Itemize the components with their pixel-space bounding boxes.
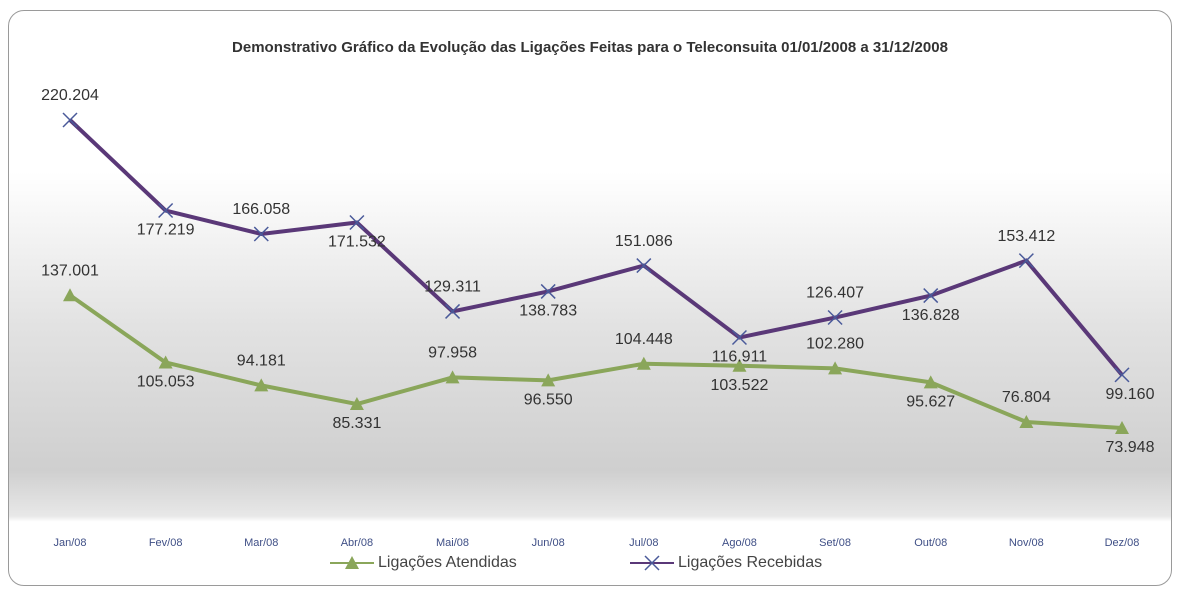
value-label: 171.532 <box>328 234 386 251</box>
point-marker <box>158 355 173 369</box>
point-marker <box>253 226 269 242</box>
point-marker <box>158 202 174 219</box>
value-label: 116.911 <box>712 349 768 366</box>
x-tick-label: Nov/08 <box>1009 537 1044 549</box>
point-marker <box>1018 253 1034 269</box>
legend-label: Ligações Recebidas <box>678 554 822 571</box>
value-label: 94.181 <box>237 353 286 370</box>
point-marker <box>349 397 364 411</box>
value-label: 220.204 <box>41 87 99 104</box>
value-label: 85.331 <box>332 415 381 432</box>
value-label: 126.407 <box>806 285 864 302</box>
value-label: 153.412 <box>997 228 1055 245</box>
value-label: 137.001 <box>41 262 99 279</box>
point-marker <box>63 288 77 302</box>
x-tick-label: Dez/08 <box>1105 537 1140 549</box>
series-line <box>68 118 1124 377</box>
chart-title: Demonstrativo Gráfico da Evolução das Li… <box>232 39 948 56</box>
point-marker <box>1019 414 1034 428</box>
point-marker <box>254 378 269 392</box>
value-label: 138.783 <box>519 303 577 320</box>
point-marker <box>731 329 747 346</box>
point-marker <box>62 112 78 128</box>
x-tick-label: Fev/08 <box>149 537 183 549</box>
point-marker <box>923 288 939 304</box>
value-label: 105.053 <box>137 374 195 391</box>
point-marker <box>1114 367 1130 383</box>
value-label: 102.280 <box>806 336 864 353</box>
x-tick-label: Ago/08 <box>722 537 757 549</box>
x-tick-label: Out/08 <box>914 537 947 549</box>
value-label: 96.550 <box>524 392 573 409</box>
point-marker <box>1115 421 1129 434</box>
legend-label: Ligações Atendidas <box>378 554 517 571</box>
legend-marker <box>644 555 660 571</box>
point-marker <box>828 361 843 375</box>
point-marker <box>541 373 556 387</box>
x-tick-label: Mai/08 <box>436 537 469 549</box>
point-marker <box>445 303 461 319</box>
x-tick-label: Jan/08 <box>53 537 86 549</box>
x-tick-label: Mar/08 <box>244 537 278 549</box>
legend-marker <box>345 556 359 569</box>
point-marker <box>923 375 938 389</box>
point-marker <box>349 214 365 231</box>
point-marker <box>445 370 460 384</box>
value-label: 73.948 <box>1106 439 1155 456</box>
x-tick-label: Set/08 <box>819 537 851 549</box>
value-label: 177.219 <box>137 222 195 239</box>
value-label: 103.522 <box>711 377 769 394</box>
value-label: 151.086 <box>615 233 673 250</box>
value-label: 76.804 <box>1002 389 1051 406</box>
point-marker <box>732 358 747 372</box>
value-label: 95.627 <box>906 394 955 411</box>
x-tick-label: Jul/08 <box>629 537 658 549</box>
chart-frame <box>8 10 1172 586</box>
point-marker <box>636 258 652 274</box>
value-label: 136.828 <box>902 307 960 324</box>
value-label: 99.160 <box>1106 386 1155 403</box>
point-marker <box>540 283 556 299</box>
series-line <box>68 293 1123 430</box>
x-tick-label: Jun/08 <box>532 537 565 549</box>
value-label: 166.058 <box>232 201 290 218</box>
value-label: 104.448 <box>615 331 673 348</box>
point-marker <box>636 356 651 370</box>
value-label: 97.958 <box>428 345 477 362</box>
x-tick-label: Abr/08 <box>341 537 373 549</box>
point-marker <box>827 309 843 326</box>
value-label: 129.311 <box>424 279 481 296</box>
